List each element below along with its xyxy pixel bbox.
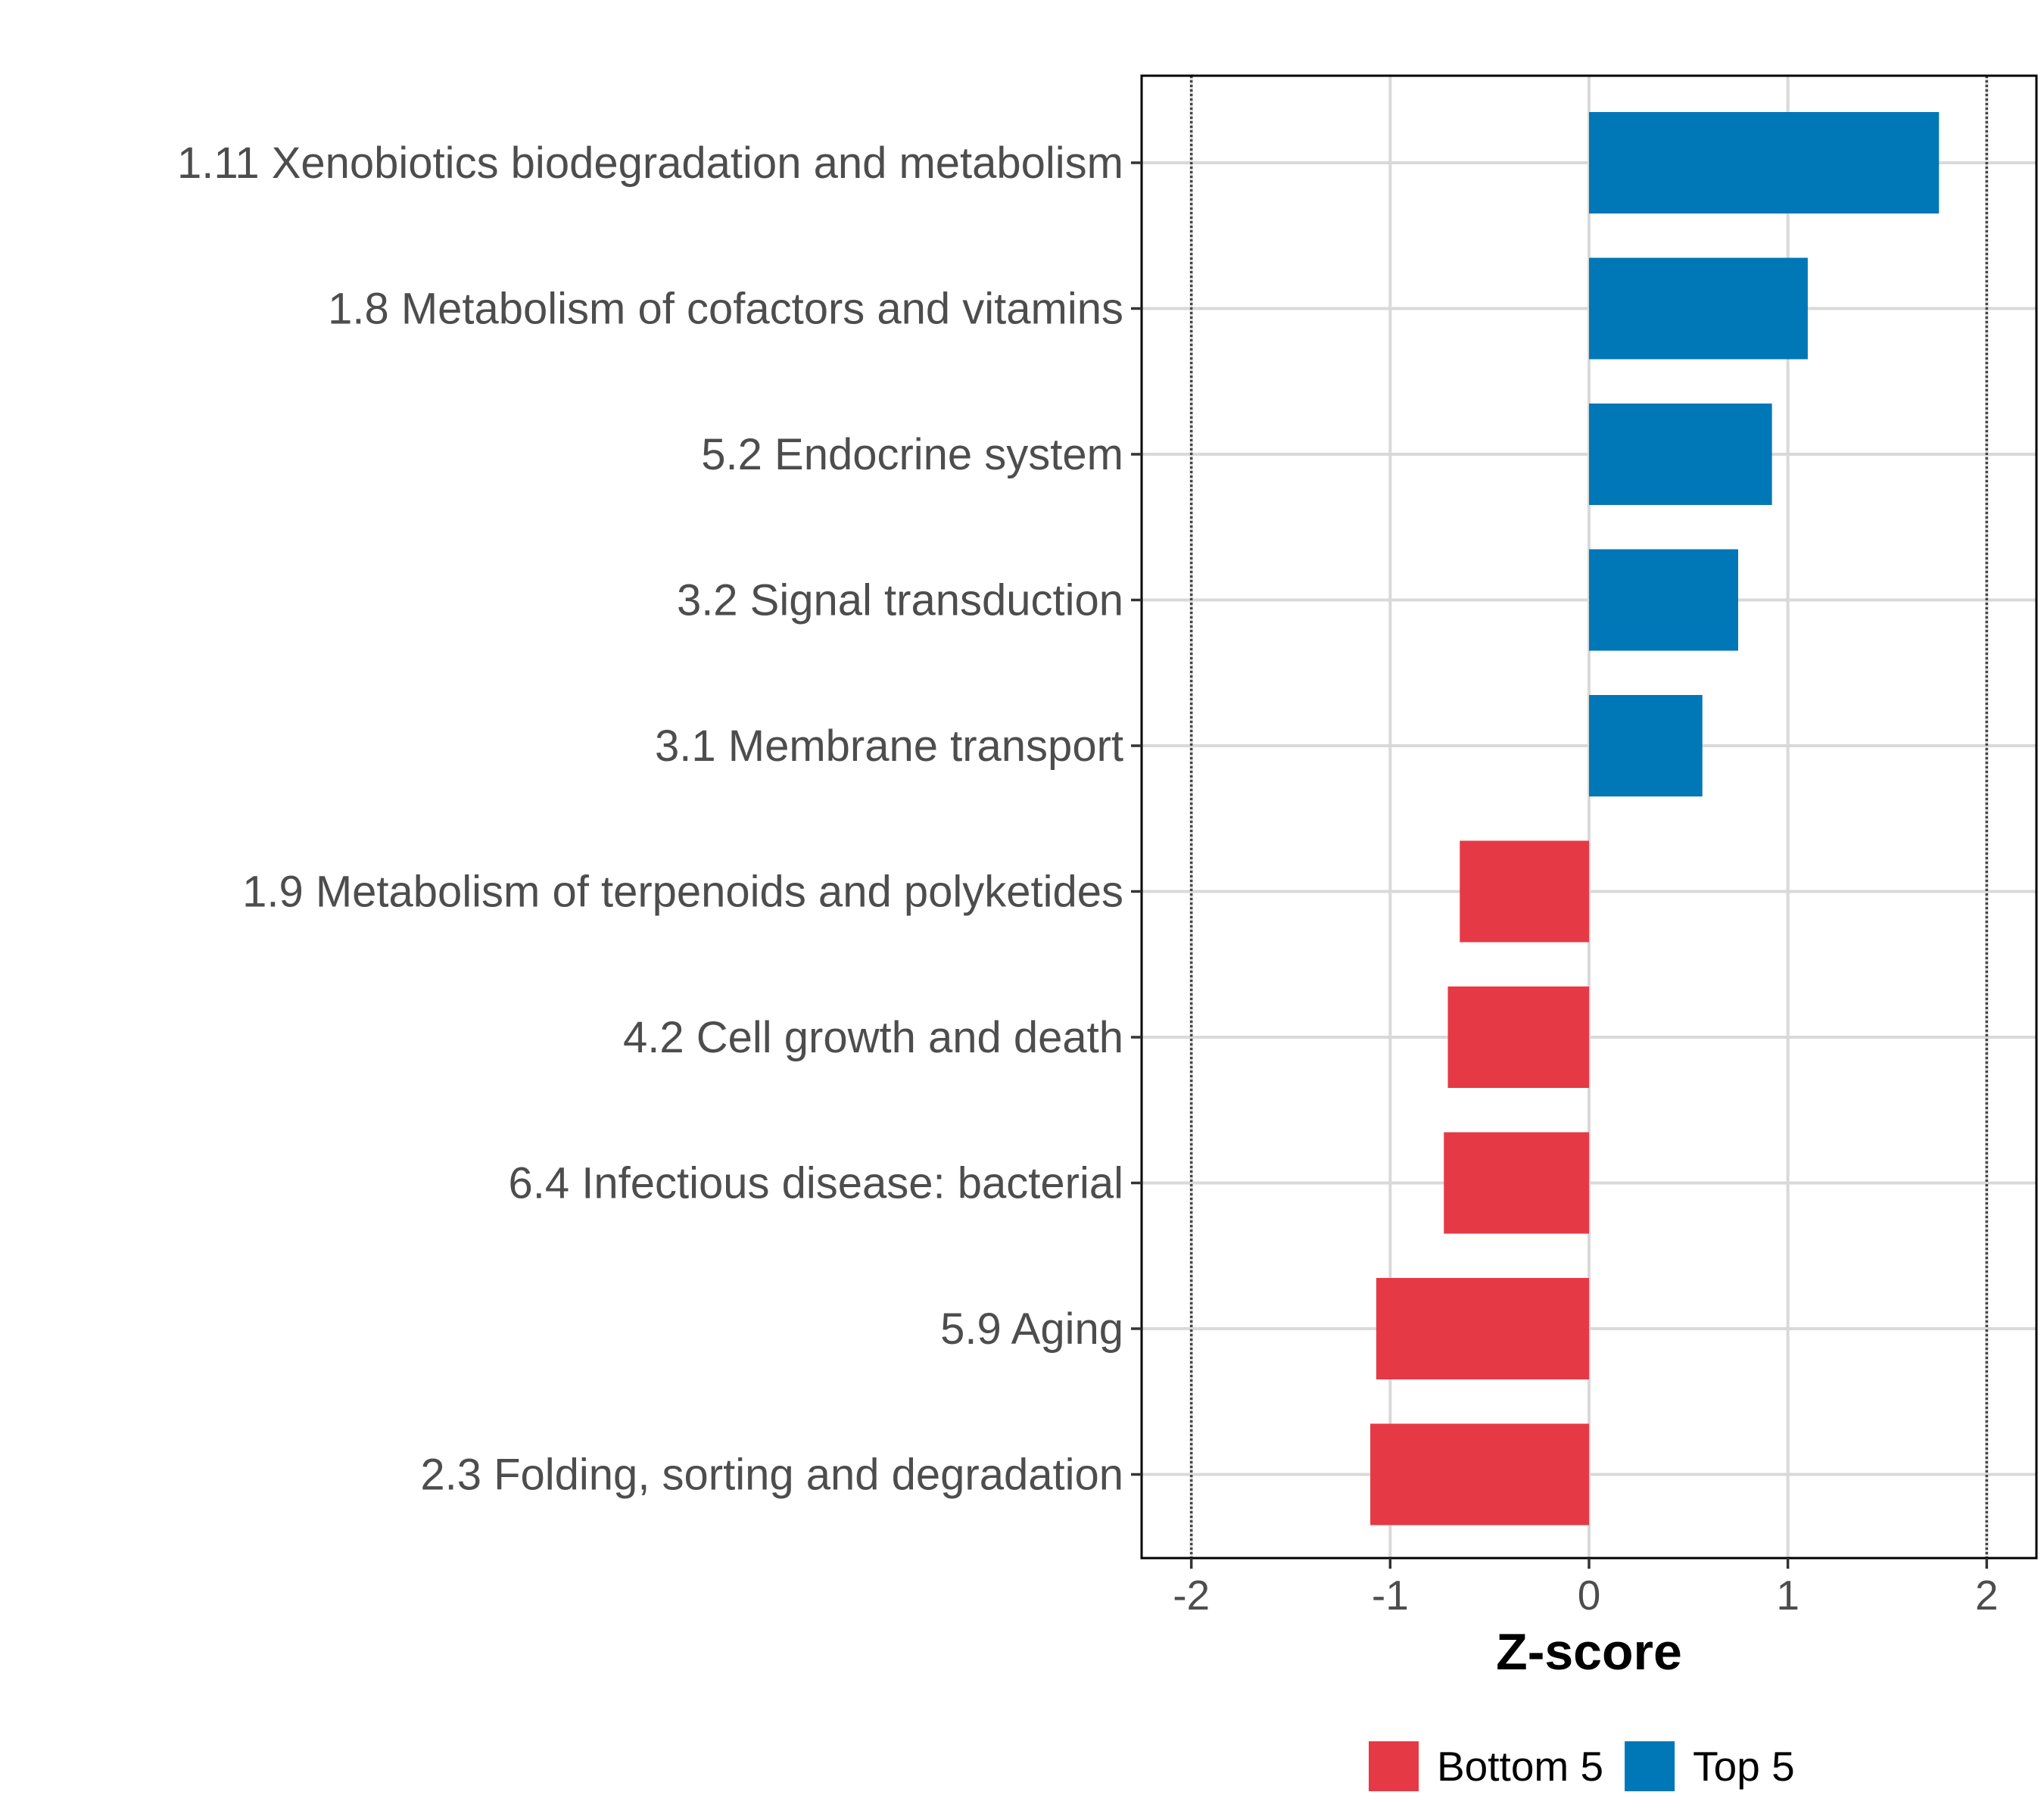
reference-lines: [1189, 76, 1989, 1558]
bar: [1589, 404, 1772, 505]
x-axis: -2 -1 0 1 2: [1173, 1558, 1999, 1619]
category-label: 1.8 Metabolism of cofactors and vitamins: [328, 285, 1123, 334]
bar: [1589, 112, 1940, 213]
category-label: 2.3 Folding, sorting and degradation: [420, 1451, 1123, 1500]
category-label: 5.9 Aging: [940, 1304, 1123, 1354]
category-label: 5.2 Endocrine system: [701, 430, 1123, 479]
bar: [1589, 549, 1738, 651]
x-tick-label: 1: [1776, 1572, 1799, 1619]
category-label: 3.1 Membrane transport: [655, 722, 1123, 771]
bars: [1370, 112, 1940, 1526]
legend-swatch: [1369, 1741, 1419, 1791]
bar: [1460, 840, 1589, 943]
x-axis-title: Z-score: [1496, 1623, 1682, 1681]
x-tick-label: -2: [1173, 1572, 1210, 1619]
category-label: 1.11 Xenobiotics biodegradation and meta…: [177, 139, 1123, 188]
bar: [1444, 1132, 1589, 1234]
bar: [1589, 257, 1808, 360]
legend-swatch: [1625, 1741, 1675, 1791]
category-label: 3.2 Signal transduction: [677, 576, 1123, 625]
y-axis: 1.11 Xenobiotics biodegradation and meta…: [177, 139, 1142, 1500]
bar: [1589, 695, 1703, 796]
x-tick-label: -1: [1372, 1572, 1409, 1619]
bar: [1447, 986, 1589, 1088]
x-tick-label: 0: [1578, 1572, 1601, 1619]
category-label: 1.9 Metabolism of terpenoids and polyket…: [242, 868, 1123, 917]
legend-label: Bottom 5: [1437, 1743, 1603, 1790]
bar: [1376, 1278, 1589, 1379]
category-label: 6.4 Infectious disease: bacterial: [509, 1159, 1123, 1208]
bar: [1370, 1423, 1589, 1526]
x-tick-label: 2: [1975, 1572, 1999, 1619]
legend-label: Top 5: [1693, 1743, 1795, 1790]
category-label: 4.2 Cell growth and death: [623, 1013, 1123, 1062]
legend: Bottom 5 Top 5: [1369, 1741, 1795, 1791]
